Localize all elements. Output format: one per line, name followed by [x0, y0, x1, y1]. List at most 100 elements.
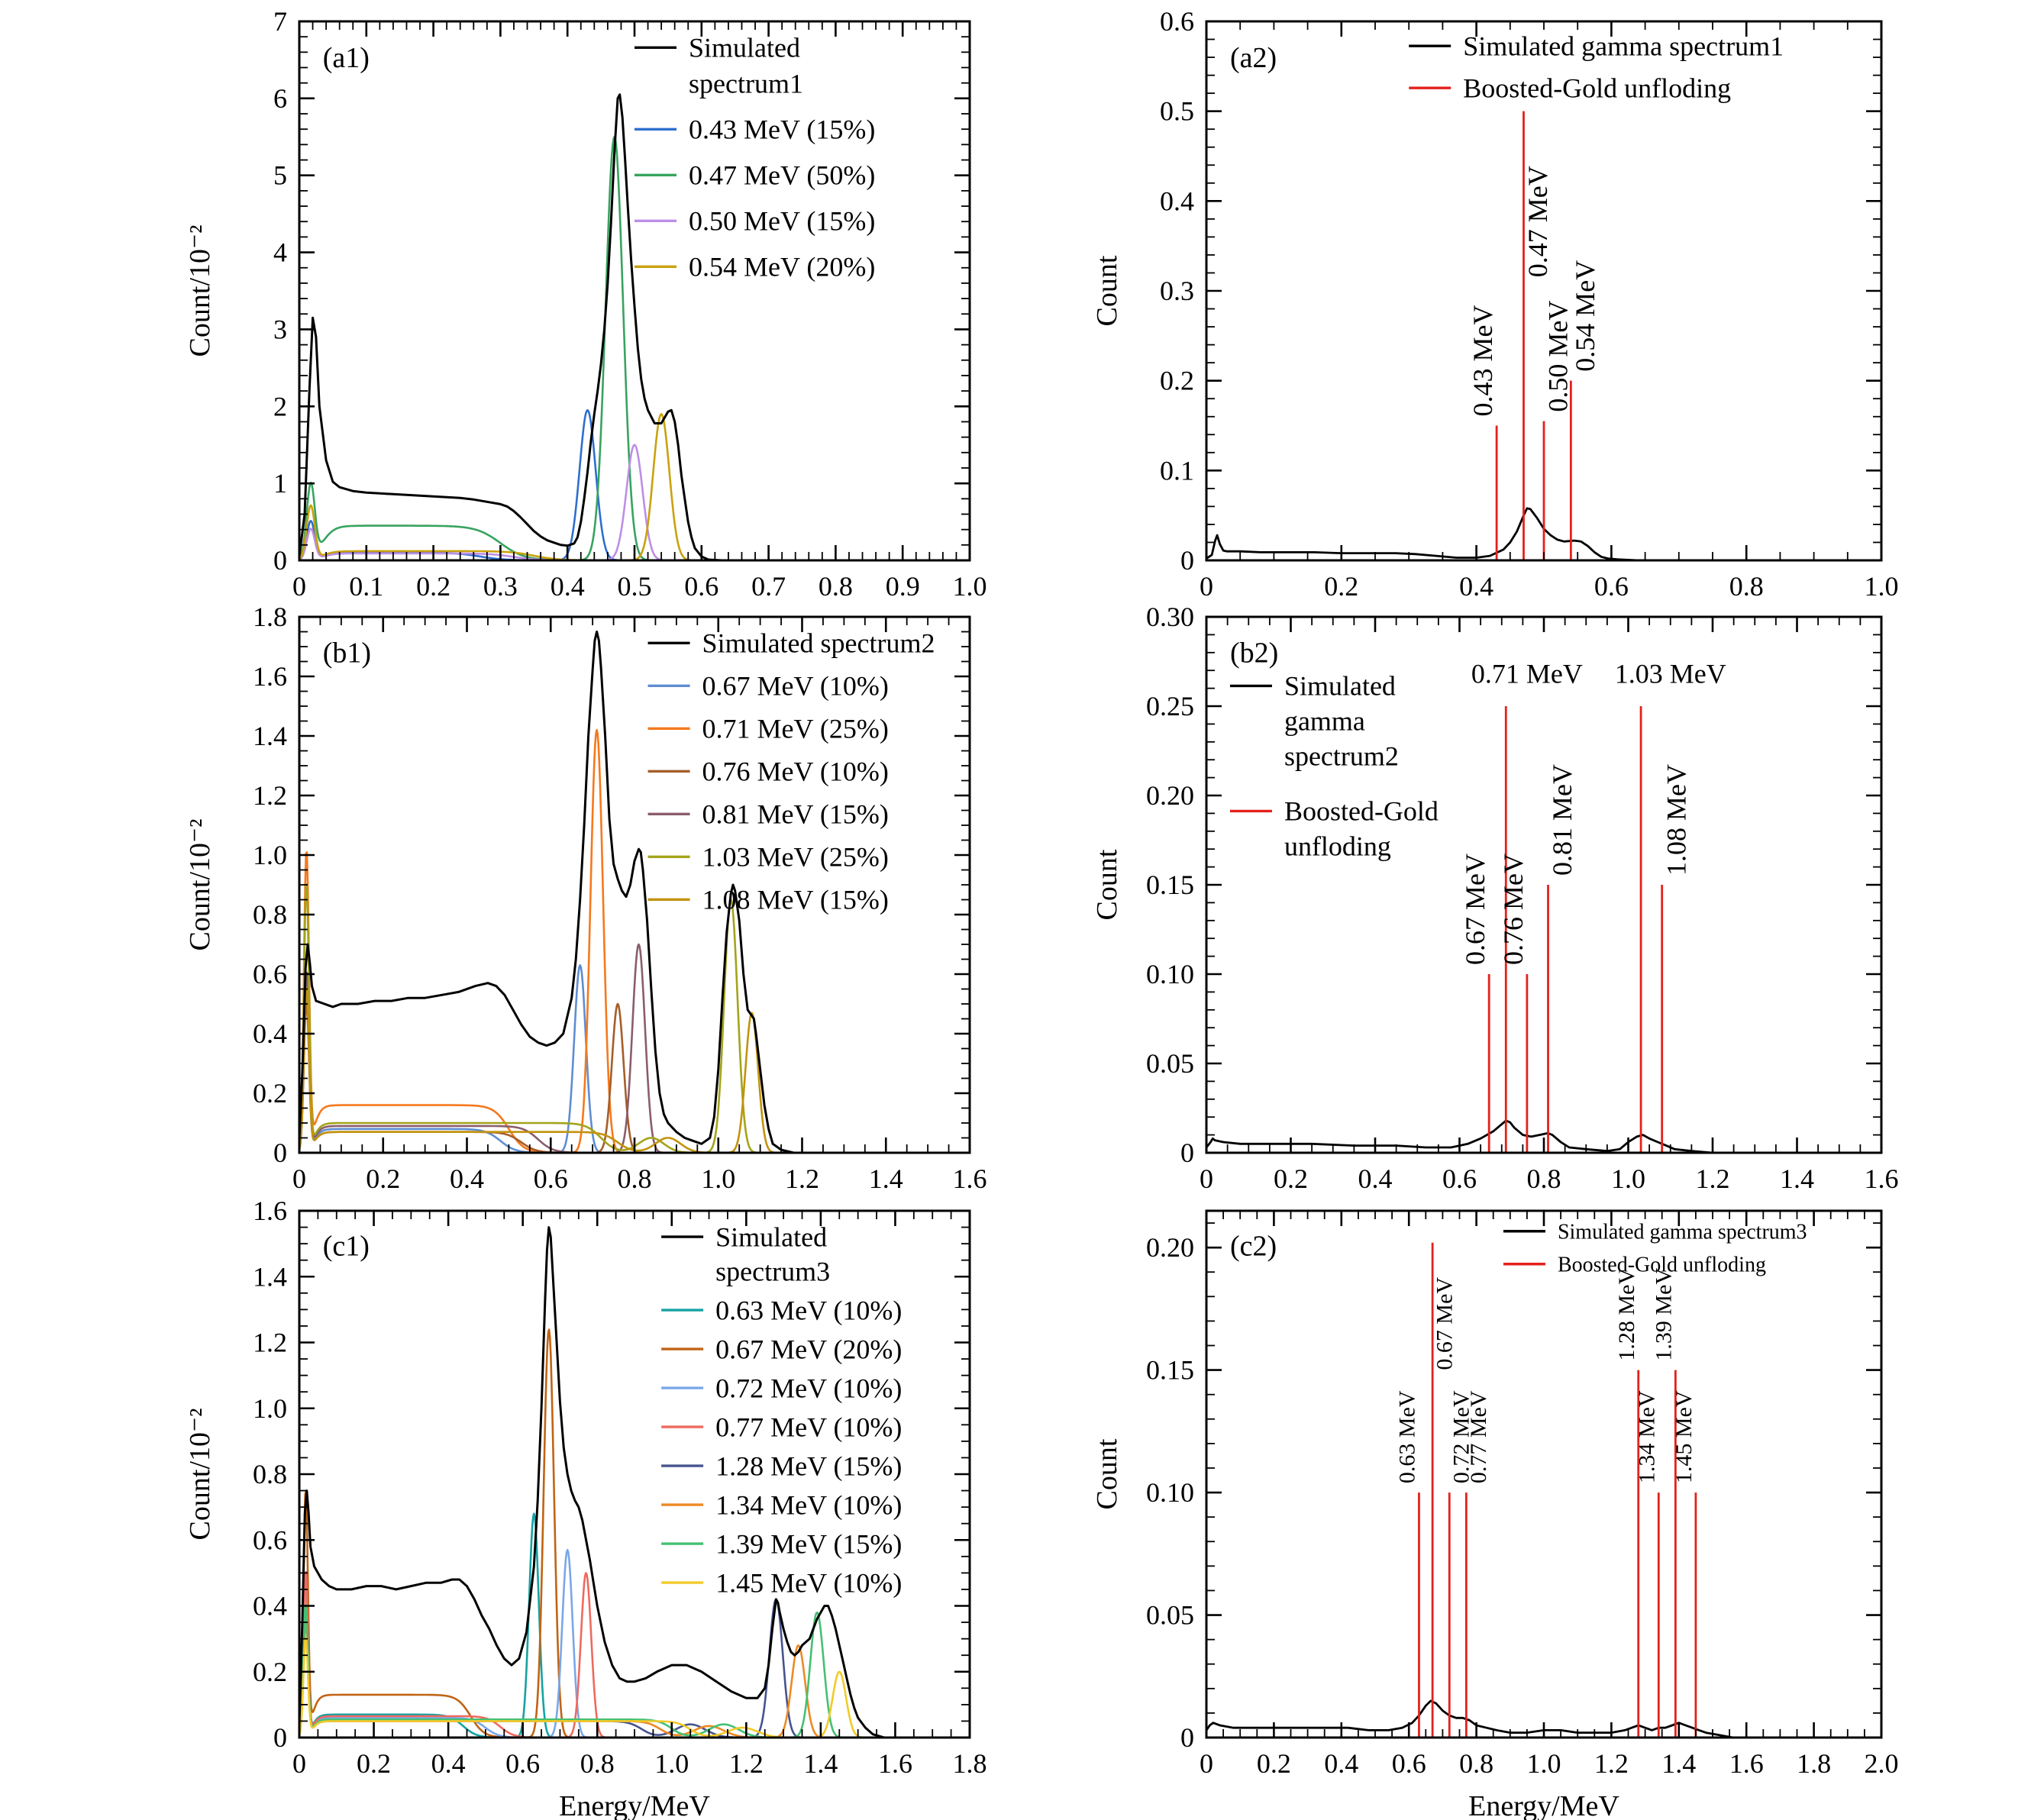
x-tick-label: 1.2: [1594, 1748, 1629, 1779]
y-tick-label: 1.6: [253, 1196, 287, 1226]
legend-a2: Simulated gamma spectrum1 Boosted-Gold un…: [1409, 31, 1784, 103]
y-tick-label: 0.10: [1146, 1477, 1194, 1508]
y-tick-label: 0: [1180, 1722, 1194, 1753]
panel-label-b2: (b2): [1230, 637, 1278, 670]
y-axis-title-c1: Count/10⁻²: [184, 1409, 216, 1541]
x-tick-label: 1.0: [953, 571, 987, 602]
x-tick-label: 1.8: [1797, 1748, 1831, 1779]
x-tick-label: 0: [1200, 571, 1213, 602]
y-tick-label: 0.30: [1146, 602, 1194, 632]
x-tick-label: 0.2: [366, 1163, 400, 1194]
plot-area-b2: [1206, 706, 1881, 1153]
y-tick-label: 0.4: [1160, 186, 1194, 216]
curve-0-47-mev-50: [299, 136, 970, 560]
stem-label-0-67-mev: 0.67 MeV: [1432, 1277, 1458, 1370]
stem-label-1-28-mev: 1.28 MeV: [1614, 1268, 1639, 1361]
curve-0-72-mev-10: [299, 1548, 970, 1738]
y-tick-label: 0.3: [1160, 276, 1194, 306]
legend-label: Simulated: [715, 1221, 827, 1252]
y-tick-label: 0.05: [1146, 1048, 1194, 1079]
y-tick-label: 1.8: [253, 602, 287, 632]
legend-label: 0.76 MeV (10%): [702, 757, 889, 787]
panel-b1: 0 0.2 0.4 0.6 0.8 1.0 1.2 1.4 1.6 0 0.2 0.4 0.6 0.8 1.…: [184, 602, 987, 1194]
legend-c1: Simulated spectrum3 0.63 MeV (10%) 0.67 MeV…: [661, 1221, 902, 1598]
panel-label-c2: (c2): [1230, 1231, 1277, 1263]
curve-0-50-mev-15: [299, 444, 970, 560]
y-tick-label: 0: [273, 1138, 287, 1168]
legend-label: Simulated gamma spectrum3: [1558, 1220, 1807, 1244]
x-tick-label: 0.8: [580, 1748, 615, 1779]
curve-simulated-gamma-spectrum2: [1206, 1119, 1881, 1153]
legend-label: 1.39 MeV (15%): [715, 1528, 902, 1559]
tick-labels-b2: 0 0.2 0.4 0.6 0.8 1.0 1.2 1.4 1.6 0 0.05 0.10 0.15 0.…: [1146, 602, 1899, 1194]
x-tick-label: 0.8: [618, 1163, 652, 1194]
stem-label-0-71-mev: 0.71 MeV: [1471, 659, 1583, 689]
ticks-b1: [298, 615, 971, 1154]
stem-label-0-63-mev: 0.63 MeV: [1395, 1390, 1420, 1483]
y-tick-label: 1.2: [253, 780, 287, 811]
x-tick-label: 1.4: [803, 1748, 838, 1779]
x-tick-label: 0.6: [684, 571, 718, 602]
legend-label: spectrum2: [1284, 741, 1399, 772]
y-tick-label: 1.0: [253, 1393, 287, 1424]
y-axis-title-b1: Count/10⁻²: [184, 819, 216, 951]
tick-labels-b1: 0 0.2 0.4 0.6 0.8 1.0 1.2 1.4 1.6 0 0.2 0.4 0.6 0.8 1.…: [253, 602, 987, 1194]
x-tick-label: 0.4: [1459, 571, 1493, 602]
legend-label: gamma: [1284, 706, 1365, 737]
y-tick-label: 1.4: [253, 1261, 287, 1292]
x-tick-label: 0.9: [886, 571, 920, 602]
y-tick-label: 0: [273, 545, 287, 576]
legend-a1: Simulated spectrum1 0.43 MeV (15%) 0.47 MeV…: [635, 33, 875, 282]
y-tick-label: 0: [1180, 1138, 1194, 1168]
ticks-b2: [1205, 615, 1883, 1154]
panel-c1: 0 0.2 0.4 0.6 0.8 1.0 1.2 1.4 1.6 1.8 0 0.2 0.4 0.6 0.…: [184, 1196, 987, 1820]
legend-c2: Simulated gamma spectrum3 Boosted-Gold un…: [1503, 1220, 1807, 1276]
legend-label: Simulated spectrum2: [702, 628, 935, 659]
y-axis-title-a2: Count: [1091, 255, 1123, 326]
y-tick-label: 0.6: [253, 959, 287, 989]
legend-label: 1.34 MeV (10%): [715, 1489, 902, 1520]
x-tick-label: 1.2: [1696, 1163, 1730, 1194]
x-tick-label: 1.6: [953, 1163, 987, 1194]
y-tick-label: 0.4: [253, 1591, 287, 1622]
curve-0-77-mev-10: [299, 1571, 970, 1738]
y-tick-label: 0.10: [1146, 959, 1194, 989]
x-tick-label: 1.8: [953, 1748, 987, 1779]
tick-labels-a2: 0 0.2 0.4 0.6 0.8 1.0 0 0.1 0.2 0.3 0.4 0.5 0.6: [1160, 6, 1899, 602]
plot-area-a2: [1206, 111, 1881, 560]
x-tick-label: 0.1: [349, 571, 383, 602]
ticks-a2: [1205, 20, 1883, 562]
curve-simulated-gamma-spectrum1: [1206, 507, 1881, 560]
x-tick-label: 0.2: [357, 1748, 391, 1779]
x-tick-label: 1.6: [1729, 1748, 1764, 1779]
y-tick-label: 3: [273, 314, 287, 344]
curve-simulated-gamma-spectrum3: [1206, 1699, 1881, 1738]
plot-area-c2: [1206, 1242, 1881, 1738]
curve-0-67-mev-10: [299, 964, 970, 1153]
tick-labels-c1: 0 0.2 0.4 0.6 0.8 1.0 1.2 1.4 1.6 1.8 0 0.2 0.4 0.6 0.…: [253, 1196, 987, 1779]
y-tick-label: 0.15: [1146, 1355, 1194, 1386]
y-tick-label: 0: [1180, 545, 1194, 576]
stem-label-0-77-mev: 0.77 MeV: [1466, 1390, 1491, 1483]
y-tick-label: 0.25: [1146, 691, 1194, 721]
y-tick-label: 7: [273, 6, 287, 37]
tick-labels-a1: 0 0.1 0.2 0.3 0.4 0.5 0.6 0.7 0.8 0.9 1.0 0 1 2 3 4 5 6 7: [273, 6, 987, 602]
x-tick-label: 1.6: [1865, 1163, 1899, 1194]
y-tick-label: 0.2: [1160, 366, 1194, 396]
y-tick-label: 0.20: [1146, 1232, 1194, 1263]
legend-label: 0.67 MeV (10%): [702, 671, 889, 702]
y-tick-label: 0.2: [253, 1657, 287, 1687]
y-tick-label: 1: [273, 468, 287, 499]
ticks-a1: [298, 20, 971, 562]
x-tick-label: 0.2: [416, 571, 450, 602]
y-tick-label: 0.15: [1146, 870, 1194, 900]
axes-frame-c2: [1205, 1209, 1883, 1739]
legend-label: Simulated: [689, 33, 800, 63]
x-tick-label: 1.2: [785, 1163, 819, 1194]
y-tick-label: 1.0: [253, 840, 287, 870]
x-tick-label: 0.4: [450, 1163, 484, 1194]
